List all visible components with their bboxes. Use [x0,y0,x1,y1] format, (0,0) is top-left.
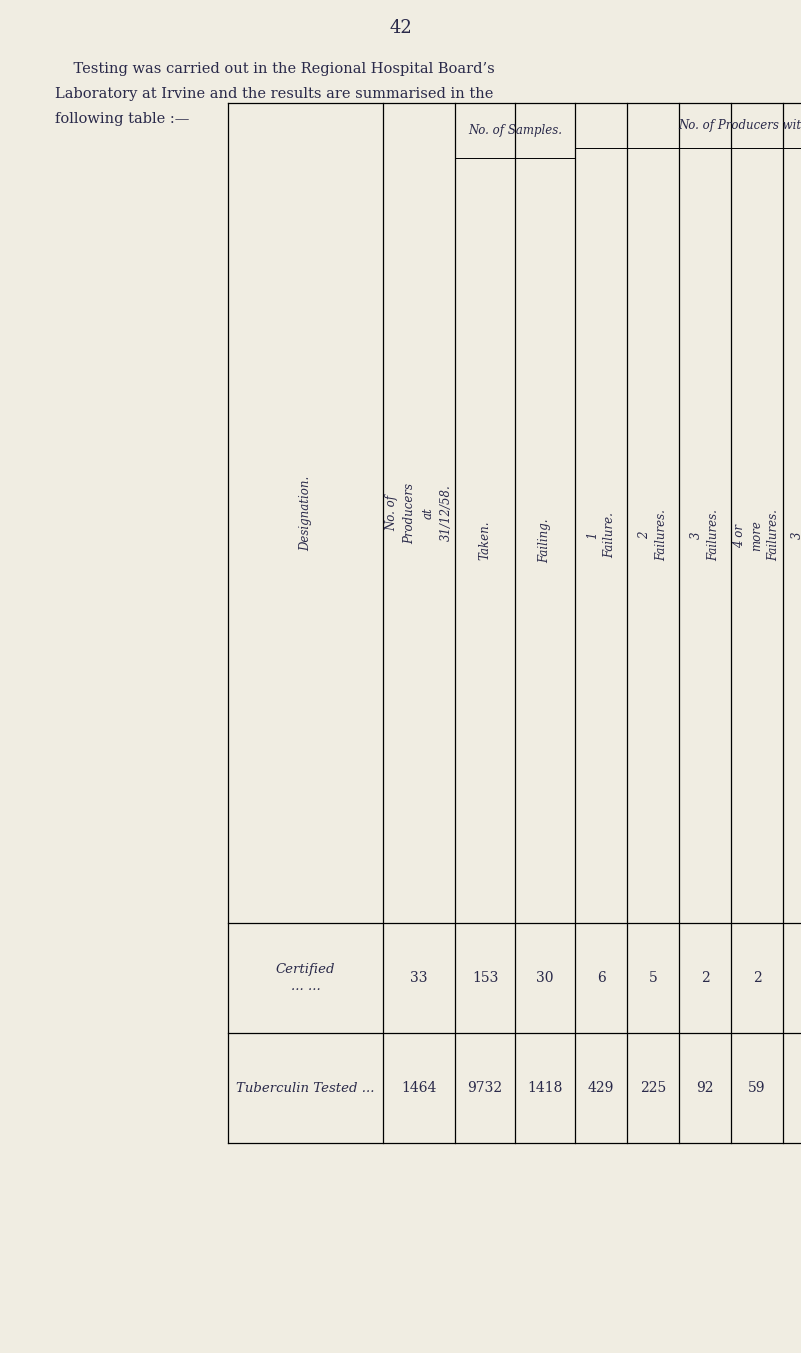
Text: 1418: 1418 [527,1081,562,1095]
Text: Testing was carried out in the Regional Hospital Board’s: Testing was carried out in the Regional … [55,62,495,76]
Text: 6: 6 [597,971,606,985]
Text: 92: 92 [696,1081,714,1095]
Text: 5: 5 [649,971,658,985]
Text: 3
Failures.: 3 Failures. [690,510,720,561]
Text: Designation.: Designation. [299,475,312,551]
Text: 33: 33 [410,971,428,985]
Text: 30: 30 [536,971,553,985]
Text: 153: 153 [472,971,498,985]
Text: 42: 42 [389,19,412,37]
Text: No. of Samples.: No. of Samples. [468,124,562,137]
Text: 2: 2 [753,971,762,985]
Text: 9732: 9732 [468,1081,502,1095]
Text: Tuberculin Tested ...: Tuberculin Tested ... [236,1081,375,1095]
Text: 3
Consecutive
Failures.: 3 Consecutive Failures. [791,499,801,572]
Text: Certified
... ...: Certified ... ... [276,963,336,993]
Text: Failing.: Failing. [538,518,552,563]
Text: No. of Producers with: No. of Producers with [678,119,801,133]
Text: No. of
Producers
at
31/12/58.: No. of Producers at 31/12/58. [385,483,453,544]
Text: 1
Failure.: 1 Failure. [586,513,616,559]
Text: 2: 2 [701,971,710,985]
Text: Laboratory at Irvine and the results are summarised in the: Laboratory at Irvine and the results are… [55,87,493,101]
Text: 2
Failures.: 2 Failures. [638,510,668,561]
Text: following table :—: following table :— [55,112,189,126]
Text: 1464: 1464 [401,1081,437,1095]
Text: 59: 59 [748,1081,766,1095]
Text: 225: 225 [640,1081,666,1095]
Text: 4 or
more
Failures.: 4 or more Failures. [734,510,780,561]
Text: Taken.: Taken. [478,521,492,560]
Text: 429: 429 [588,1081,614,1095]
